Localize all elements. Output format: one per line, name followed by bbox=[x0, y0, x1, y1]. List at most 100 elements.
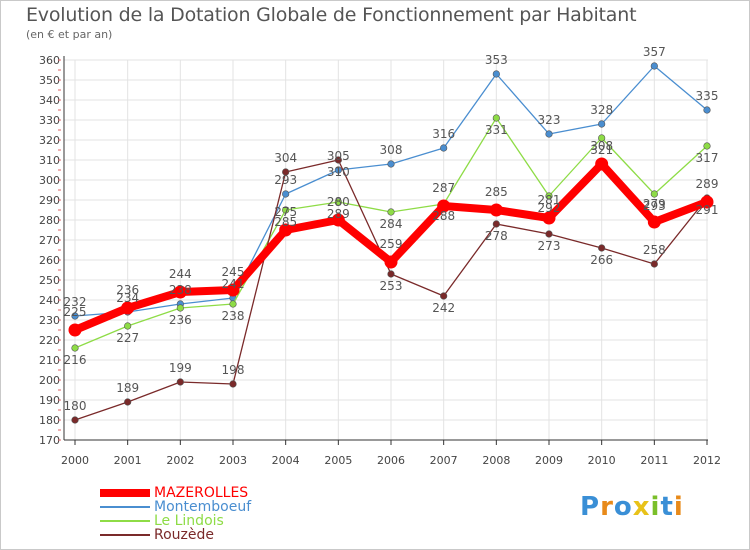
y-tick-label: 340 bbox=[39, 94, 60, 107]
data-label: 238 bbox=[222, 309, 245, 323]
data-point bbox=[387, 160, 395, 168]
legend-swatch bbox=[100, 506, 150, 508]
data-point bbox=[334, 198, 342, 206]
y-tick-label: 280 bbox=[39, 214, 60, 227]
data-point bbox=[282, 190, 290, 198]
data-label: 236 bbox=[169, 313, 192, 327]
y-tick-label: 220 bbox=[39, 334, 60, 347]
data-label: 216 bbox=[64, 353, 87, 367]
data-point bbox=[489, 203, 503, 217]
data-label: 275 bbox=[274, 205, 297, 219]
data-point bbox=[703, 106, 711, 114]
data-label: 242 bbox=[432, 301, 455, 315]
data-label: 259 bbox=[380, 237, 403, 251]
data-label: 189 bbox=[116, 381, 139, 395]
logo-letter: i bbox=[673, 492, 684, 522]
data-point bbox=[387, 208, 395, 216]
data-point bbox=[647, 215, 661, 229]
chart-title: Evolution de la Dotation Globale de Fonc… bbox=[26, 4, 637, 26]
data-label: 305 bbox=[327, 149, 350, 163]
data-point bbox=[176, 378, 184, 386]
data-point bbox=[440, 292, 448, 300]
data-label: 232 bbox=[64, 295, 87, 309]
data-point bbox=[229, 380, 237, 388]
data-label: 245 bbox=[222, 265, 245, 279]
data-point bbox=[387, 270, 395, 278]
data-label: 304 bbox=[274, 151, 297, 165]
data-label: 289 bbox=[696, 177, 719, 191]
x-tick-label: 2004 bbox=[272, 454, 300, 467]
data-point bbox=[492, 70, 500, 78]
data-label: 273 bbox=[538, 239, 561, 253]
data-label: 335 bbox=[696, 89, 719, 103]
y-tick-label: 190 bbox=[39, 394, 60, 407]
data-point bbox=[226, 283, 240, 297]
data-label: 266 bbox=[590, 253, 613, 267]
data-point bbox=[71, 312, 79, 320]
logo-letter: P bbox=[580, 492, 601, 522]
y-tick-label: 170 bbox=[39, 434, 60, 447]
data-point bbox=[173, 285, 187, 299]
data-label: 199 bbox=[169, 361, 192, 375]
data-label: 280 bbox=[327, 195, 350, 209]
data-point bbox=[437, 199, 451, 213]
data-label: 225 bbox=[64, 305, 87, 319]
legend-item-mazerolles: MAZEROLLES bbox=[100, 486, 251, 500]
data-label: 238 bbox=[169, 283, 192, 297]
x-tick-label: 2007 bbox=[430, 454, 458, 467]
data-point bbox=[279, 223, 293, 237]
y-tick-label: 250 bbox=[39, 274, 60, 287]
data-point bbox=[334, 156, 342, 164]
data-point bbox=[282, 206, 290, 214]
data-point bbox=[124, 398, 132, 406]
logo-letter: r bbox=[600, 492, 614, 522]
x-tick-label: 2000 bbox=[61, 454, 89, 467]
legend-label: Le Lindois bbox=[154, 513, 224, 529]
data-label: 293 bbox=[643, 199, 666, 213]
y-tick-label: 360 bbox=[39, 54, 60, 67]
y-tick-label: 270 bbox=[39, 234, 60, 247]
x-tick-label: 2011 bbox=[640, 454, 668, 467]
data-label: 331 bbox=[485, 123, 508, 137]
data-point bbox=[492, 220, 500, 228]
data-label: 310 bbox=[327, 165, 350, 179]
y-tick-label: 230 bbox=[39, 314, 60, 327]
data-point bbox=[124, 322, 132, 330]
data-point bbox=[71, 416, 79, 424]
data-point bbox=[176, 304, 184, 312]
data-point bbox=[650, 260, 658, 268]
legend-item-rouzède: Rouzède bbox=[100, 528, 251, 542]
y-tick-label: 210 bbox=[39, 354, 60, 367]
data-label: 316 bbox=[432, 127, 455, 141]
data-label: 288 bbox=[432, 209, 455, 223]
data-point bbox=[545, 230, 553, 238]
y-tick-label: 180 bbox=[39, 414, 60, 427]
data-label: 258 bbox=[643, 243, 666, 257]
data-label: 308 bbox=[380, 143, 403, 157]
data-point bbox=[703, 142, 711, 150]
y-tick-label: 300 bbox=[39, 174, 60, 187]
data-label: 291 bbox=[696, 203, 719, 217]
data-label: 292 bbox=[538, 201, 561, 215]
proxiti-logo: Proxiti bbox=[580, 492, 684, 522]
data-point bbox=[71, 344, 79, 352]
x-tick-label: 2012 bbox=[693, 454, 721, 467]
x-tick-label: 2008 bbox=[482, 454, 510, 467]
x-tick-label: 2009 bbox=[535, 454, 563, 467]
logo-letter: i bbox=[650, 492, 661, 522]
data-point bbox=[121, 301, 135, 315]
data-label: 253 bbox=[380, 279, 403, 293]
x-tick-label: 2001 bbox=[114, 454, 142, 467]
logo-letter: t bbox=[660, 492, 674, 522]
y-tick-label: 330 bbox=[39, 114, 60, 127]
data-label: 293 bbox=[274, 173, 297, 187]
data-label: 353 bbox=[485, 53, 508, 67]
data-label: 287 bbox=[432, 181, 455, 195]
data-label: 234 bbox=[116, 291, 139, 305]
y-tick-label: 260 bbox=[39, 254, 60, 267]
x-tick-label: 2005 bbox=[324, 454, 352, 467]
chart-subtitle: (en € et par an) bbox=[26, 28, 113, 41]
x-tick-label: 2006 bbox=[377, 454, 405, 467]
